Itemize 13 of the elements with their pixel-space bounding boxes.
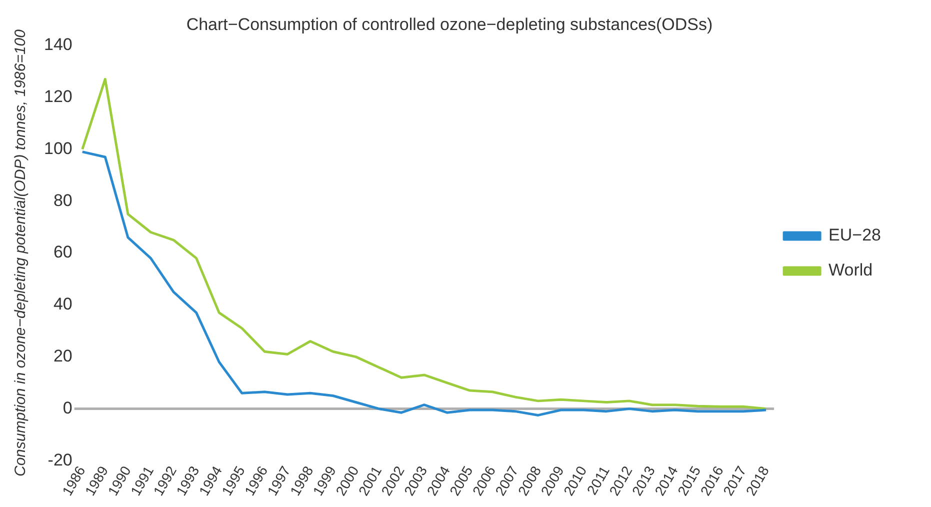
y-tick-label: -20: [48, 450, 72, 470]
y-tick-label: 0: [62, 398, 72, 418]
y-tick-label: 100: [44, 138, 72, 158]
y-axis-title: Consumption in ozone−depleting potential(ODP) tonnes, 1986=100: [12, 28, 30, 477]
y-tick-label: 60: [53, 242, 72, 262]
chart-title: Chart−Consumption of controlled ozone−depleting substances(ODSs): [186, 14, 713, 34]
legend-label: EU−28: [828, 226, 881, 245]
y-tick-label: 20: [53, 346, 72, 366]
y-tick-label: 140: [44, 35, 72, 54]
y-tick-label: 120: [44, 86, 72, 106]
y-tick-label: 40: [53, 294, 72, 314]
y-tick-label: 80: [53, 190, 72, 210]
legend-label: World: [828, 260, 873, 280]
